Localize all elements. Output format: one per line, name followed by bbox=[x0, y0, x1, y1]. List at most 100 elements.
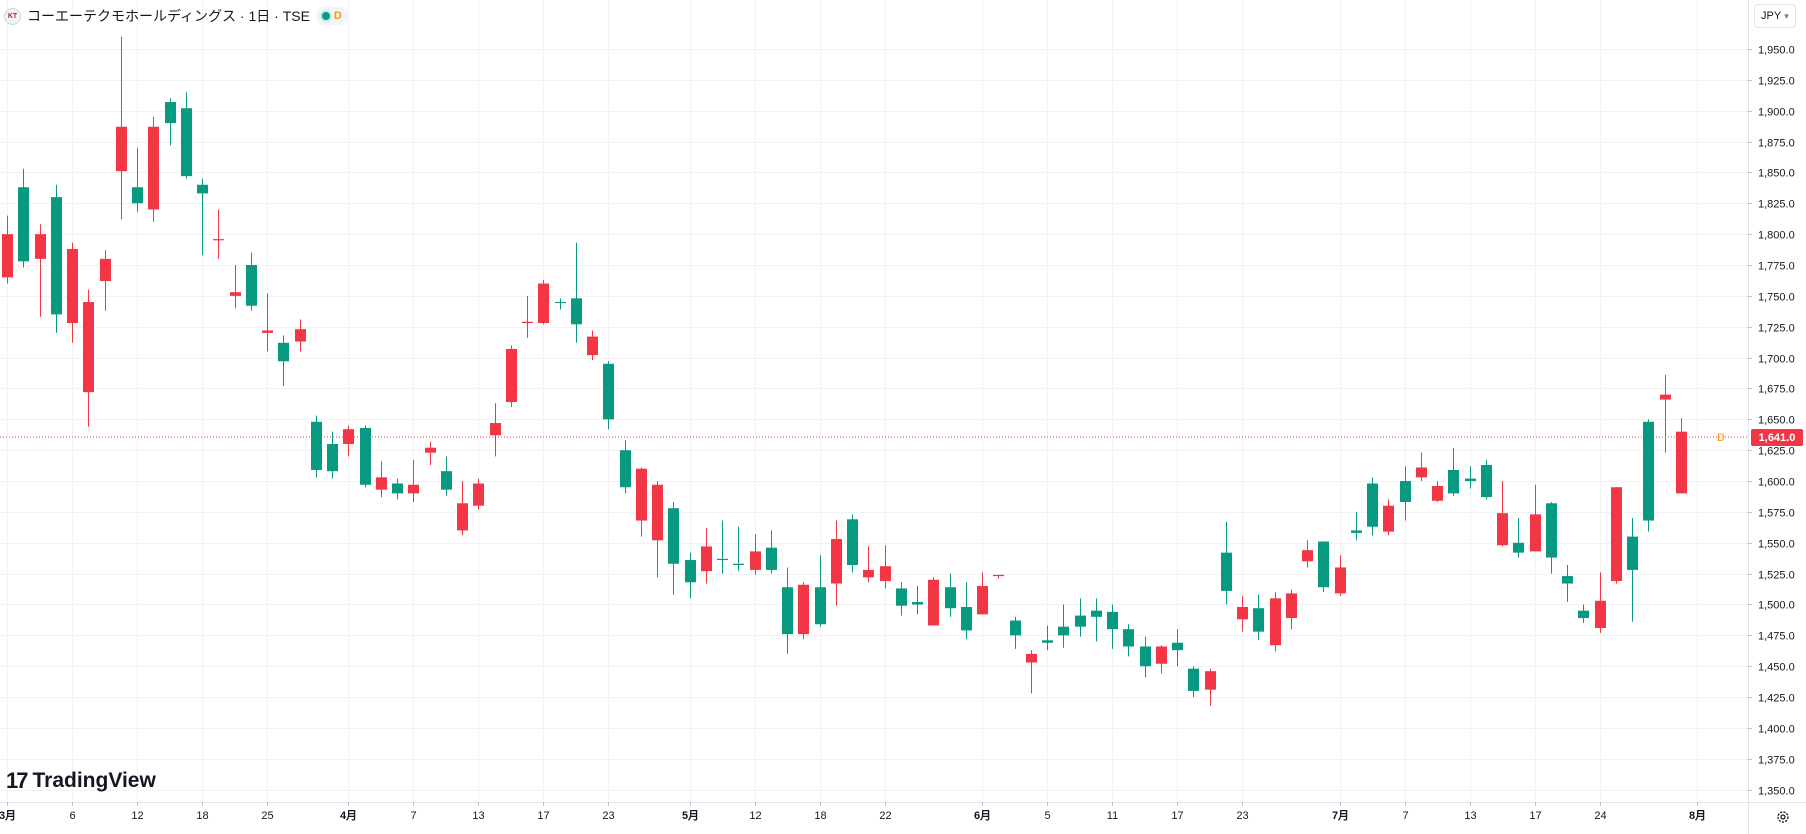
candle-body bbox=[1643, 421, 1654, 521]
candle-body bbox=[457, 503, 468, 531]
candle-body bbox=[685, 560, 696, 583]
candle bbox=[652, 481, 663, 578]
candle bbox=[701, 527, 712, 584]
candle-body bbox=[360, 427, 371, 485]
market-status[interactable]: D bbox=[315, 7, 348, 25]
candle-body bbox=[701, 546, 712, 572]
chart-header: KT コーエーテクモホールディングス · 1日 · TSE D bbox=[4, 6, 348, 26]
candle bbox=[1010, 616, 1021, 649]
candle-body bbox=[1627, 536, 1638, 570]
candle bbox=[1660, 374, 1671, 453]
candle bbox=[1627, 518, 1638, 622]
x-tick-label: 24 bbox=[1594, 810, 1606, 822]
x-tick-label: 17 bbox=[1529, 810, 1541, 822]
candle-body bbox=[473, 483, 484, 506]
candle bbox=[538, 279, 549, 325]
candle bbox=[1465, 466, 1476, 489]
candle bbox=[993, 574, 1004, 579]
settings-gear-icon[interactable] bbox=[1772, 806, 1794, 828]
candle-body bbox=[1140, 646, 1151, 667]
candle-body bbox=[295, 329, 306, 342]
y-tick-label: 1,925.0 bbox=[1758, 76, 1795, 88]
candle bbox=[928, 577, 939, 626]
candle-body bbox=[1302, 550, 1313, 562]
candle bbox=[327, 431, 338, 479]
candle-body bbox=[766, 547, 777, 570]
candle-body bbox=[343, 429, 354, 445]
candle-body bbox=[847, 519, 858, 565]
x-tick-label: 17 bbox=[537, 810, 549, 822]
x-tick-label: 13 bbox=[472, 810, 484, 822]
y-tick-label: 1,375.0 bbox=[1758, 755, 1795, 767]
candle-body bbox=[522, 321, 533, 324]
price-axis[interactable]: 1,950.0 1,925.0 1,900.0 1,875.0 1,850.0 1,825… bbox=[1748, 0, 1795, 834]
candle bbox=[1042, 625, 1053, 651]
y-tick-label: 1,475.0 bbox=[1758, 631, 1795, 643]
candle bbox=[1367, 477, 1378, 536]
candle bbox=[1172, 629, 1183, 667]
candle bbox=[213, 209, 224, 259]
candle-body bbox=[311, 421, 322, 470]
currency-selector[interactable]: JPY ▾ bbox=[1754, 4, 1796, 28]
candle-body bbox=[1660, 394, 1671, 400]
tradingview-logo[interactable]: 17 TradingView bbox=[6, 768, 156, 794]
candle bbox=[766, 530, 777, 574]
candle-body bbox=[1205, 671, 1216, 690]
candle-body bbox=[1318, 541, 1329, 588]
candle-body bbox=[620, 450, 631, 488]
x-tick-label: 5月 bbox=[682, 809, 699, 822]
candles bbox=[2, 36, 1687, 706]
candle bbox=[116, 36, 127, 220]
candle bbox=[1270, 592, 1281, 652]
candle bbox=[1221, 521, 1232, 605]
x-tick-label: 23 bbox=[1236, 810, 1248, 822]
candle bbox=[1383, 499, 1394, 536]
candle bbox=[408, 460, 419, 503]
candle bbox=[1546, 502, 1557, 574]
candle bbox=[603, 361, 614, 430]
candle bbox=[132, 147, 143, 212]
x-tick-label: 6月 bbox=[974, 809, 991, 822]
candle bbox=[262, 293, 273, 352]
candle-body bbox=[961, 606, 972, 631]
candle-body bbox=[1400, 481, 1411, 503]
candle-body bbox=[1123, 629, 1134, 647]
candle-body bbox=[116, 126, 127, 172]
x-tick-label: 7 bbox=[1402, 810, 1408, 822]
candle-body bbox=[1562, 576, 1573, 584]
candle-body bbox=[213, 239, 224, 241]
y-tick-label: 1,750.0 bbox=[1758, 292, 1795, 304]
candle-body bbox=[51, 197, 62, 315]
candle bbox=[295, 319, 306, 352]
y-tick-label: 1,600.0 bbox=[1758, 477, 1795, 489]
y-tick-label: 1,425.0 bbox=[1758, 693, 1795, 705]
candle-body bbox=[408, 484, 419, 494]
x-tick-label: 7 bbox=[410, 810, 416, 822]
y-tick-label: 1,800.0 bbox=[1758, 230, 1795, 242]
candle-body bbox=[782, 587, 793, 635]
candle bbox=[311, 415, 322, 478]
candle bbox=[376, 461, 387, 498]
candle bbox=[67, 242, 78, 343]
candle bbox=[230, 265, 241, 309]
time-axis[interactable]: 3月 6 12 18 25 4月 7 13 17 23 5月 12 18 22 6月 5 11 17 23 7月 7 13… bbox=[0, 802, 1806, 822]
candle bbox=[896, 582, 907, 616]
candle-body bbox=[2, 234, 13, 278]
candle-body bbox=[1237, 606, 1248, 620]
candle-body bbox=[1221, 552, 1232, 591]
candle bbox=[668, 502, 679, 595]
candle-body bbox=[1042, 640, 1053, 643]
y-tick-label: 1,500.0 bbox=[1758, 600, 1795, 612]
symbol-title[interactable]: コーエーテクモホールディングス · 1日 · TSE bbox=[27, 8, 310, 24]
x-tick-label: 4月 bbox=[340, 809, 357, 822]
candle bbox=[1107, 604, 1118, 649]
tradingview-mark-icon: 17 bbox=[6, 768, 29, 793]
chevron-down-icon: ▾ bbox=[1784, 10, 1789, 21]
candle-body bbox=[863, 569, 874, 578]
candle bbox=[1237, 595, 1248, 632]
candle bbox=[977, 572, 988, 615]
candle bbox=[863, 546, 874, 583]
candle bbox=[181, 92, 192, 179]
candle-body bbox=[197, 184, 208, 194]
